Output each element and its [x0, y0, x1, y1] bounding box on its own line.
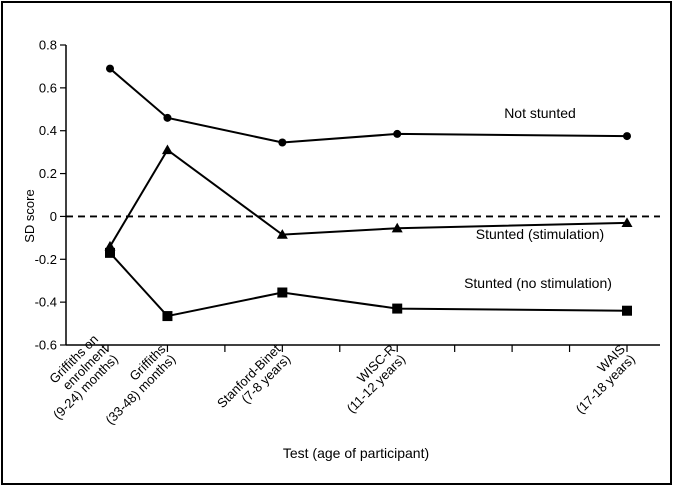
series-group: Not stunted Stunted (stimulation) Stunted … [104, 64, 633, 322]
y-tick-label: -0.2 [35, 252, 57, 267]
data-point-square [622, 305, 632, 316]
y-axis-label: SD score [22, 189, 37, 242]
y-tick-label: 0.2 [39, 166, 57, 181]
data-point-circle [163, 113, 172, 122]
axes [65, 45, 660, 346]
x-tick-label: Stanford-Binet(7-8 years) [214, 341, 293, 411]
data-point-triangle [161, 144, 173, 155]
y-tick-label: 0.8 [39, 38, 57, 53]
series-square: Stunted (no stimulation) [105, 247, 632, 322]
x-tick-label: WAIS(17-18 years) [573, 341, 638, 416]
data-point-circle [623, 132, 631, 141]
y-tick-label: 0 [50, 209, 57, 224]
data-point-circle [106, 64, 114, 73]
series-label: Stunted (no stimulation) [464, 275, 612, 291]
data-point-circle [278, 138, 287, 147]
y-tick-label: -0.6 [35, 338, 57, 353]
series-triangle: Stunted (stimulation) [104, 144, 633, 251]
data-point-triangle [391, 222, 403, 233]
data-point-square [392, 303, 403, 314]
series-label: Not stunted [504, 105, 576, 121]
data-point-triangle [276, 229, 288, 239]
series-circle: Not stunted [106, 64, 631, 147]
x-tick-label: WISC-R(11-12 years) [344, 341, 409, 415]
data-point-circle [393, 129, 402, 138]
data-point-square [162, 311, 173, 322]
data-point-square [277, 287, 288, 298]
x-axis-label: Test (age of participant) [283, 445, 429, 461]
y-tick-label: 0.4 [39, 123, 57, 138]
y-tick-label: 0.6 [39, 80, 57, 95]
y-axis-ticks: -0.6 -0.4 -0.2 0 0.2 0.4 0.6 0.8 [35, 38, 66, 353]
y-tick-label: -0.4 [35, 295, 57, 310]
data-point-square [105, 247, 115, 258]
data-point-triangle [621, 217, 633, 227]
series-label: Stunted (stimulation) [476, 226, 604, 242]
